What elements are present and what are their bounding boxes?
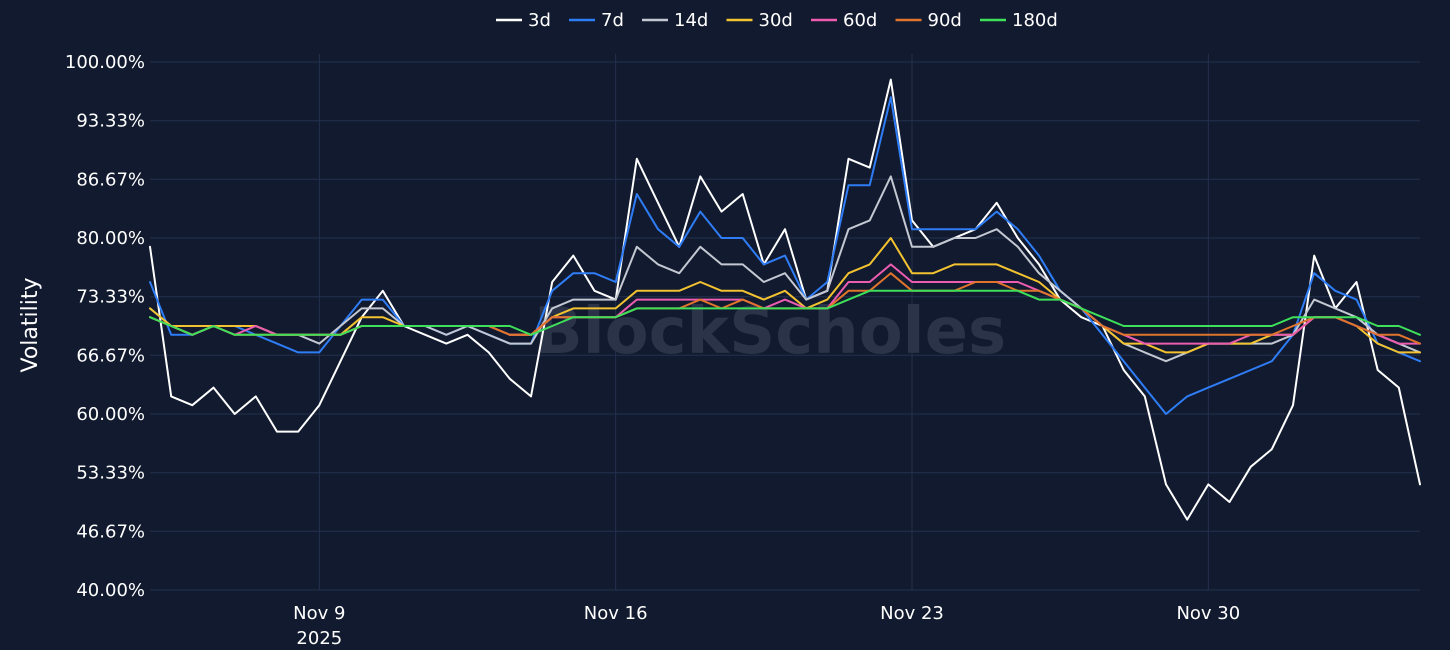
x-tick-label: Nov 30 xyxy=(1176,603,1240,624)
series-lines xyxy=(149,78,1421,521)
y-axis: 40.00% 46.67% 53.33% 60.00% 66.67% 73.33% 80.0… xyxy=(65,52,145,601)
legend-label-3d: 3d xyxy=(528,10,551,31)
y-tick-label: 86.67% xyxy=(76,169,145,190)
y-tick-label: 53.33% xyxy=(76,463,145,484)
legend-label-180d: 180d xyxy=(1012,10,1058,31)
y-tick-label: 80.00% xyxy=(76,228,145,249)
legend-label-90d: 90d xyxy=(928,10,962,31)
x-tick-label: Nov 9 xyxy=(293,603,345,624)
legend-label-60d: 60d xyxy=(843,10,877,31)
watermark: BlockScholes xyxy=(534,295,1006,369)
y-tick-label: 73.33% xyxy=(76,287,145,308)
legend[interactable]: 3d 7d 14d 30d 60d 90d 180d xyxy=(496,10,1058,31)
y-tick-label: 66.67% xyxy=(76,345,145,366)
series-line-7d xyxy=(149,96,1421,415)
y-axis-title: Volatility xyxy=(18,277,43,372)
legend-label-30d: 30d xyxy=(759,10,793,31)
x-tick-label: Nov 16 xyxy=(584,603,648,624)
legend-label-7d: 7d xyxy=(601,10,624,31)
y-tick-label: 40.00% xyxy=(76,580,145,601)
y-tick-label: 100.00% xyxy=(65,52,145,73)
legend-label-14d: 14d xyxy=(674,10,708,31)
x-tick-sublabel: 2025 xyxy=(296,628,342,649)
x-axis: Nov 9 2025 Nov 16 Nov 23 Nov 30 xyxy=(293,603,1240,649)
x-tick-label: Nov 23 xyxy=(880,603,944,624)
series-line-180d xyxy=(149,289,1421,336)
y-tick-label: 93.33% xyxy=(76,111,145,132)
y-tick-label: 60.00% xyxy=(76,404,145,425)
grid xyxy=(150,54,1420,591)
y-tick-label: 46.67% xyxy=(76,521,145,542)
